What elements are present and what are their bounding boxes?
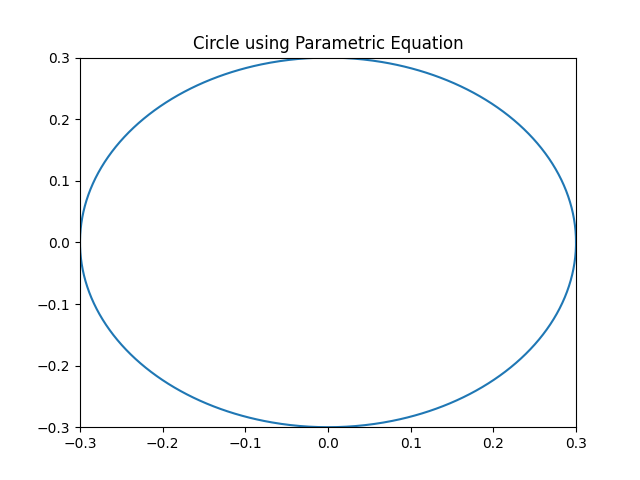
Title: Circle using Parametric Equation: Circle using Parametric Equation <box>193 35 463 53</box>
